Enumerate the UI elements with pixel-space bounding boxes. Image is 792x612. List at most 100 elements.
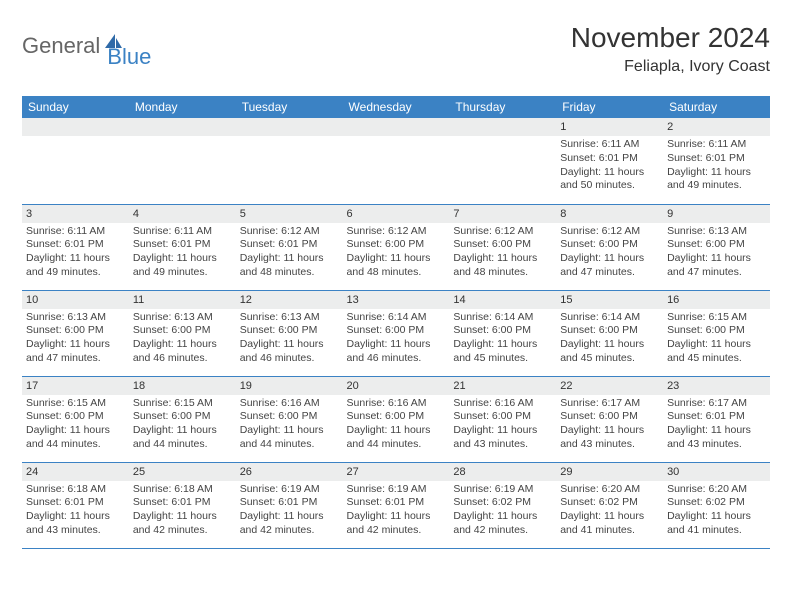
calendar-cell: 2Sunrise: 6:11 AMSunset: 6:01 PMDaylight… (663, 118, 770, 204)
sunset-text: Sunset: 6:00 PM (347, 410, 446, 424)
daylight-text: Daylight: 11 hours (667, 166, 766, 180)
daylight-text: Daylight: 11 hours (667, 252, 766, 266)
day-details: Sunrise: 6:14 AMSunset: 6:00 PMDaylight:… (556, 309, 663, 368)
sunrise-text: Sunrise: 6:17 AM (560, 397, 659, 411)
day-header: Tuesday (236, 96, 343, 118)
daylight-text: and 46 minutes. (347, 352, 446, 366)
calendar-cell: 21Sunrise: 6:16 AMSunset: 6:00 PMDayligh… (449, 376, 556, 462)
daylight-text: and 42 minutes. (347, 524, 446, 538)
month-title: November 2024 (571, 22, 770, 54)
day-header: Sunday (22, 96, 129, 118)
sunset-text: Sunset: 6:00 PM (560, 324, 659, 338)
day-details: Sunrise: 6:11 AMSunset: 6:01 PMDaylight:… (22, 223, 129, 282)
calendar-cell: 22Sunrise: 6:17 AMSunset: 6:00 PMDayligh… (556, 376, 663, 462)
calendar-cell: 6Sunrise: 6:12 AMSunset: 6:00 PMDaylight… (343, 204, 450, 290)
calendar-cell: 27Sunrise: 6:19 AMSunset: 6:01 PMDayligh… (343, 462, 450, 548)
sunset-text: Sunset: 6:01 PM (667, 410, 766, 424)
calendar-cell: 14Sunrise: 6:14 AMSunset: 6:00 PMDayligh… (449, 290, 556, 376)
sunrise-text: Sunrise: 6:15 AM (133, 397, 232, 411)
daylight-text: and 46 minutes. (133, 352, 232, 366)
logo-text-2: Blue (107, 44, 151, 70)
daylight-text: and 49 minutes. (26, 266, 125, 280)
daylight-text: Daylight: 11 hours (133, 510, 232, 524)
daylight-text: Daylight: 11 hours (240, 252, 339, 266)
daylight-text: and 49 minutes. (667, 179, 766, 193)
calendar-cell: 19Sunrise: 6:16 AMSunset: 6:00 PMDayligh… (236, 376, 343, 462)
daylight-text: and 44 minutes. (26, 438, 125, 452)
day-details: Sunrise: 6:14 AMSunset: 6:00 PMDaylight:… (449, 309, 556, 368)
sunrise-text: Sunrise: 6:12 AM (560, 225, 659, 239)
daylight-text: Daylight: 11 hours (133, 424, 232, 438)
blank-day (236, 118, 343, 136)
daylight-text: Daylight: 11 hours (26, 424, 125, 438)
day-details: Sunrise: 6:15 AMSunset: 6:00 PMDaylight:… (22, 395, 129, 454)
sunrise-text: Sunrise: 6:19 AM (347, 483, 446, 497)
day-details: Sunrise: 6:13 AMSunset: 6:00 PMDaylight:… (129, 309, 236, 368)
sunset-text: Sunset: 6:01 PM (240, 238, 339, 252)
day-details: Sunrise: 6:18 AMSunset: 6:01 PMDaylight:… (129, 481, 236, 540)
calendar-cell (129, 118, 236, 204)
calendar-body: 1Sunrise: 6:11 AMSunset: 6:01 PMDaylight… (22, 118, 770, 548)
day-details: Sunrise: 6:16 AMSunset: 6:00 PMDaylight:… (236, 395, 343, 454)
sunrise-text: Sunrise: 6:17 AM (667, 397, 766, 411)
daylight-text: and 42 minutes. (133, 524, 232, 538)
sunrise-text: Sunrise: 6:20 AM (667, 483, 766, 497)
sunrise-text: Sunrise: 6:13 AM (240, 311, 339, 325)
day-header: Thursday (449, 96, 556, 118)
sunset-text: Sunset: 6:00 PM (667, 238, 766, 252)
day-number: 17 (22, 377, 129, 395)
sunset-text: Sunset: 6:01 PM (26, 238, 125, 252)
daylight-text: and 41 minutes. (560, 524, 659, 538)
sunset-text: Sunset: 6:00 PM (453, 324, 552, 338)
daylight-text: and 43 minutes. (560, 438, 659, 452)
day-number: 23 (663, 377, 770, 395)
daylight-text: Daylight: 11 hours (26, 252, 125, 266)
day-details: Sunrise: 6:12 AMSunset: 6:00 PMDaylight:… (556, 223, 663, 282)
day-details: Sunrise: 6:12 AMSunset: 6:00 PMDaylight:… (449, 223, 556, 282)
sunrise-text: Sunrise: 6:20 AM (560, 483, 659, 497)
day-number: 12 (236, 291, 343, 309)
daylight-text: and 46 minutes. (240, 352, 339, 366)
sunrise-text: Sunrise: 6:13 AM (26, 311, 125, 325)
sunrise-text: Sunrise: 6:11 AM (133, 225, 232, 239)
day-details: Sunrise: 6:15 AMSunset: 6:00 PMDaylight:… (129, 395, 236, 454)
sunset-text: Sunset: 6:00 PM (560, 410, 659, 424)
daylight-text: and 47 minutes. (26, 352, 125, 366)
sunset-text: Sunset: 6:01 PM (347, 496, 446, 510)
blank-day (129, 118, 236, 136)
day-number: 2 (663, 118, 770, 136)
sunrise-text: Sunrise: 6:15 AM (26, 397, 125, 411)
daylight-text: Daylight: 11 hours (347, 424, 446, 438)
daylight-text: Daylight: 11 hours (347, 510, 446, 524)
day-details: Sunrise: 6:11 AMSunset: 6:01 PMDaylight:… (129, 223, 236, 282)
daylight-text: and 48 minutes. (240, 266, 339, 280)
day-details: Sunrise: 6:16 AMSunset: 6:00 PMDaylight:… (449, 395, 556, 454)
daylight-text: and 43 minutes. (26, 524, 125, 538)
day-number: 20 (343, 377, 450, 395)
day-details: Sunrise: 6:19 AMSunset: 6:01 PMDaylight:… (236, 481, 343, 540)
day-details: Sunrise: 6:19 AMSunset: 6:01 PMDaylight:… (343, 481, 450, 540)
day-number: 10 (22, 291, 129, 309)
sunrise-text: Sunrise: 6:14 AM (347, 311, 446, 325)
sunrise-text: Sunrise: 6:13 AM (667, 225, 766, 239)
calendar-cell: 10Sunrise: 6:13 AMSunset: 6:00 PMDayligh… (22, 290, 129, 376)
daylight-text: Daylight: 11 hours (560, 252, 659, 266)
day-details: Sunrise: 6:17 AMSunset: 6:01 PMDaylight:… (663, 395, 770, 454)
sunrise-text: Sunrise: 6:13 AM (133, 311, 232, 325)
sunset-text: Sunset: 6:00 PM (667, 324, 766, 338)
sunrise-text: Sunrise: 6:12 AM (347, 225, 446, 239)
day-number: 3 (22, 205, 129, 223)
day-details: Sunrise: 6:12 AMSunset: 6:01 PMDaylight:… (236, 223, 343, 282)
calendar-cell: 9Sunrise: 6:13 AMSunset: 6:00 PMDaylight… (663, 204, 770, 290)
sunrise-text: Sunrise: 6:16 AM (240, 397, 339, 411)
sunset-text: Sunset: 6:00 PM (26, 410, 125, 424)
daylight-text: Daylight: 11 hours (26, 510, 125, 524)
sunset-text: Sunset: 6:00 PM (347, 324, 446, 338)
sunrise-text: Sunrise: 6:19 AM (240, 483, 339, 497)
daylight-text: and 48 minutes. (347, 266, 446, 280)
sunrise-text: Sunrise: 6:11 AM (26, 225, 125, 239)
day-number: 6 (343, 205, 450, 223)
calendar-cell: 1Sunrise: 6:11 AMSunset: 6:01 PMDaylight… (556, 118, 663, 204)
calendar-cell: 15Sunrise: 6:14 AMSunset: 6:00 PMDayligh… (556, 290, 663, 376)
day-number: 29 (556, 463, 663, 481)
